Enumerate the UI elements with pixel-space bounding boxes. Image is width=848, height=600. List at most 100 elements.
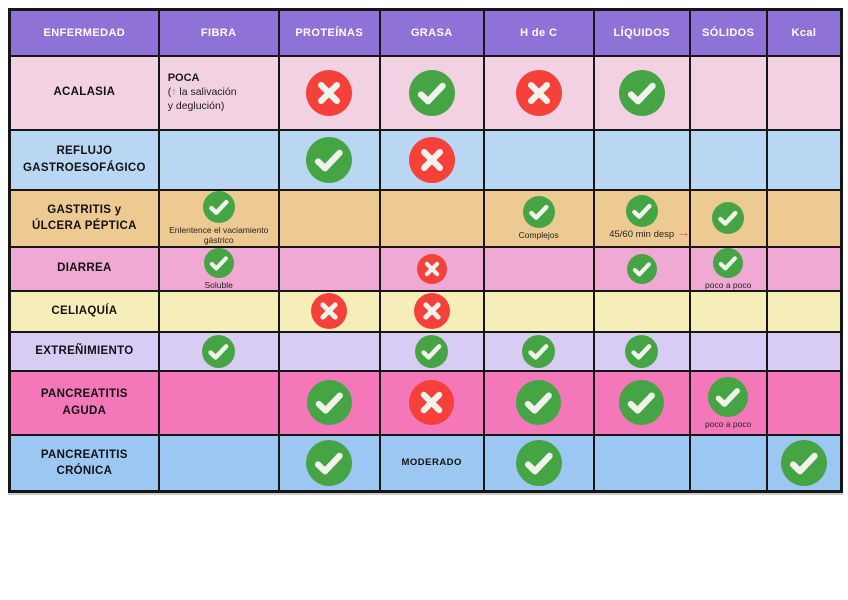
cell-extrenimiento-proteinas <box>277 330 381 372</box>
cross-icon <box>515 69 562 116</box>
cell-caption: poco a poco <box>705 280 751 290</box>
cell-reflujo-gastroesofagico-liquidos <box>592 128 691 191</box>
cell-reflujo-gastroesofagico-fibra <box>157 128 280 191</box>
check-icon <box>708 376 749 417</box>
column-header-kcal: Kcal <box>765 8 843 57</box>
cell-diarrea-solidos: poco a poco <box>688 245 768 292</box>
cell-extrenimiento-hdec <box>482 330 595 372</box>
cell-pancreatitis-cronica-hdec <box>482 433 595 493</box>
cell-pancreatitis-aguda-solidos: poco a poco <box>688 369 768 436</box>
right-arrow-icon: → <box>676 224 691 241</box>
disease-cell-gastritis-ulcera-peptica: GASTRITIS y ÚLCERA PÉPTICA <box>8 188 160 248</box>
disease-cell-acalasia: ACALASIA <box>8 54 160 131</box>
cell-acalasia-liquidos <box>592 54 691 131</box>
cell-content <box>381 293 483 330</box>
cell-caption: 45/60 min desp → <box>609 225 690 240</box>
caption-text: poco a poco <box>705 418 752 429</box>
cell-gastritis-ulcera-peptica-fibra: Enlentence el vaciamiento gástrico <box>157 188 280 248</box>
cell-celiaquia-liquidos <box>592 289 691 333</box>
diet-recommendations-table: ENFERMEDAD FIBRA PROTEÍNAS GRASA H de C LÍQUI… <box>8 8 844 494</box>
check-icon <box>306 136 353 183</box>
cell-pancreatitis-aguda-hdec <box>482 369 595 436</box>
cell-gastritis-ulcera-peptica-kcal <box>765 188 843 248</box>
disease-cell-reflujo-gastroesofagico: REFLUJO GASTROESOFÁGICO <box>8 128 160 191</box>
check-icon <box>618 69 665 116</box>
disease-label: GASTRITIS y ÚLCERA PÉPTICA <box>31 203 137 232</box>
cell-gastritis-ulcera-peptica-solidos <box>688 188 768 248</box>
cell-diarrea-kcal <box>765 245 843 292</box>
check-icon <box>202 334 236 368</box>
note-line: y deglución) <box>167 99 225 112</box>
cell-diarrea-hdec <box>482 245 595 292</box>
cell-pancreatitis-aguda-liquidos <box>592 369 691 436</box>
cell-content <box>381 380 483 426</box>
cell-caption: Enlentence el vaciamiento gástrico <box>163 225 275 245</box>
row-diarrea: DIARREA Soluble poco a poco <box>8 245 843 292</box>
note-prefix: ( <box>167 85 172 98</box>
cell-caption: Soluble <box>205 280 233 290</box>
check-icon <box>203 247 234 278</box>
cell-content <box>280 136 379 183</box>
row-extrenimiento: EXTREÑIMIENTO <box>8 330 843 372</box>
cell-celiaquia-kcal <box>765 289 843 333</box>
row-gastritis-ulcera-peptica: GASTRITIS y ÚLCERA PÉPTICA Enlentence el … <box>8 188 843 248</box>
check-icon <box>780 439 827 486</box>
cell-gastritis-ulcera-peptica-liquidos: 45/60 min desp → <box>592 188 691 248</box>
cell-reflujo-gastroesofagico-proteinas <box>277 128 381 191</box>
row-acalasia: ACALASIA POCA (↑ la salivación y deglución) <box>8 54 843 131</box>
check-icon <box>415 334 449 368</box>
cell-acalasia-hdec <box>482 54 595 131</box>
check-icon <box>625 195 658 228</box>
cell-content <box>485 69 593 116</box>
check-icon <box>626 253 657 284</box>
cell-content <box>485 380 593 426</box>
column-header-liquidos: LÍQUIDOS <box>592 8 691 57</box>
cross-icon <box>408 136 455 183</box>
cell-extrenimiento-grasa <box>378 330 485 372</box>
cell-content: MODERADO <box>381 457 483 468</box>
cell-content: poco a poco <box>691 247 766 290</box>
cell-reflujo-gastroesofagico-kcal <box>765 128 843 191</box>
check-icon <box>408 69 455 116</box>
cell-content <box>280 69 379 116</box>
column-header-solidos: SÓLIDOS <box>688 8 768 57</box>
check-icon <box>306 439 353 486</box>
cell-extrenimiento-solidos <box>688 330 768 372</box>
check-icon <box>713 247 744 278</box>
cross-icon <box>416 253 447 284</box>
disease-label: CELIAQUÍA <box>51 304 118 317</box>
cell-content: 45/60 min desp → <box>595 195 690 240</box>
cell-content <box>280 293 379 330</box>
header-row: ENFERMEDAD FIBRA PROTEÍNAS GRASA H de C LÍQUI… <box>8 8 843 57</box>
cell-content <box>381 334 483 368</box>
cell-diarrea-proteinas <box>277 245 381 292</box>
cell-diarrea-liquidos <box>592 245 691 292</box>
cell-caption: Complejos <box>519 230 559 240</box>
disease-label: PANCREATITIS CRÓNICA <box>40 448 128 477</box>
check-icon <box>619 380 665 426</box>
cross-icon <box>311 293 348 330</box>
cell-pancreatitis-aguda-proteinas <box>277 369 381 436</box>
cell-content: Soluble <box>160 247 278 290</box>
cell-pancreatitis-aguda-kcal <box>765 369 843 436</box>
caption-text: Complejos <box>518 229 559 240</box>
cell-pancreatitis-cronica-liquidos <box>592 433 691 493</box>
cell-content <box>381 253 483 284</box>
check-icon <box>306 380 352 426</box>
cell-content <box>595 334 689 368</box>
cell-celiaquia-fibra <box>157 289 280 333</box>
caption-text: Enlentence el vaciamiento gástrico <box>169 224 269 245</box>
caption-text: poco a poco <box>705 279 752 290</box>
cell-caption: poco a poco <box>705 419 751 429</box>
cell-acalasia-grasa <box>378 54 485 131</box>
note-line: (↑ la salivación <box>168 86 237 100</box>
check-icon <box>522 334 556 368</box>
cross-icon <box>409 380 455 426</box>
cell-celiaquia-grasa <box>378 289 485 333</box>
check-icon <box>202 190 235 223</box>
column-header-hdec: H de C <box>482 8 595 57</box>
cell-celiaquia-hdec <box>482 289 595 333</box>
cell-content: poco a poco <box>691 376 766 429</box>
cell-gastritis-ulcera-peptica-proteinas <box>277 188 381 248</box>
